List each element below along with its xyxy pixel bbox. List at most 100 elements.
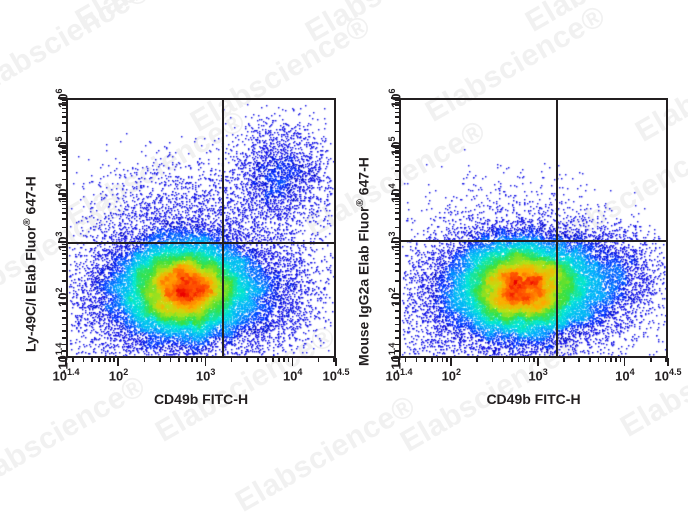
y-axis-minor-tick bbox=[62, 263, 66, 265]
x-axis-minor-tick bbox=[333, 358, 335, 362]
y-axis-tick bbox=[391, 296, 399, 299]
watermark: Elabscience® bbox=[0, 369, 152, 499]
x-axis-minor-tick bbox=[436, 358, 439, 362]
y-axis-tick-label: -101.4 bbox=[54, 342, 71, 374]
y-axis-minor-tick bbox=[62, 350, 66, 353]
y-axis-minor-tick bbox=[395, 263, 399, 265]
y-axis-minor-tick bbox=[395, 116, 399, 118]
y-axis-minor-tick bbox=[395, 203, 399, 206]
x-axis-tick bbox=[537, 358, 539, 366]
y-axis-minor-tick bbox=[395, 200, 399, 203]
quadrant-vertical-line[interactable] bbox=[556, 100, 558, 356]
y-axis-minor-tick bbox=[395, 197, 399, 200]
quadrant-horizontal-line[interactable] bbox=[68, 242, 334, 244]
y-axis-minor-tick bbox=[395, 104, 399, 107]
y-axis-minor-tick bbox=[395, 226, 399, 229]
x-axis-minor-tick bbox=[510, 358, 513, 362]
x-axis-minor-tick bbox=[278, 358, 280, 362]
scatter-plot-left[interactable] bbox=[66, 98, 336, 358]
x-axis-tick-label: 104 bbox=[282, 367, 303, 384]
y-axis-minor-tick bbox=[395, 195, 399, 197]
y-axis-minor-tick bbox=[62, 107, 66, 110]
x-axis-minor-tick bbox=[615, 358, 617, 362]
y-axis-tick bbox=[58, 296, 66, 299]
scatter-plot-right[interactable] bbox=[399, 98, 668, 358]
y-axis-minor-tick bbox=[395, 257, 399, 260]
x-axis-tick bbox=[117, 358, 120, 366]
x-axis-minor-tick bbox=[589, 358, 591, 362]
y-axis-minor-tick bbox=[395, 253, 399, 255]
x-axis-tick-label: 104 bbox=[615, 367, 635, 384]
x-axis-minor-tick bbox=[431, 358, 433, 362]
x-axis-tick bbox=[450, 358, 452, 366]
y-axis-minor-tick bbox=[62, 200, 66, 203]
y-axis-tick bbox=[391, 357, 399, 359]
x-axis-minor-tick bbox=[230, 358, 233, 362]
y-axis-minor-tick bbox=[62, 212, 66, 214]
x-axis-minor-tick bbox=[196, 358, 198, 362]
y-axis-minor-tick bbox=[395, 343, 399, 346]
x-axis-title-right: CD49b FITC-H bbox=[486, 391, 581, 407]
x-axis-minor-tick bbox=[533, 358, 535, 362]
x-axis-tick bbox=[291, 358, 294, 366]
x-axis-minor-tick bbox=[563, 358, 565, 362]
x-axis-minor-tick bbox=[143, 358, 146, 362]
y-axis-tick bbox=[58, 193, 66, 195]
y-axis-minor-tick bbox=[62, 337, 66, 339]
watermark: Elabscience® bbox=[520, 0, 688, 39]
quadrant-vertical-line[interactable] bbox=[222, 100, 224, 356]
x-axis-tick-label: 102 bbox=[108, 367, 129, 384]
y-axis-minor-tick bbox=[62, 249, 66, 252]
x-axis-minor-tick bbox=[71, 358, 74, 362]
x-axis-title-left: CD49b FITC-H bbox=[153, 391, 249, 407]
y-axis-minor-tick bbox=[62, 310, 66, 312]
x-axis-minor-tick bbox=[665, 358, 667, 362]
y-axis-tick bbox=[391, 193, 399, 195]
y-axis-minor-tick bbox=[62, 246, 66, 248]
x-axis-tick-label: 103 bbox=[528, 367, 548, 384]
x-axis-minor-tick bbox=[256, 358, 259, 362]
x-axis-minor-tick bbox=[103, 358, 106, 362]
x-axis-minor-tick bbox=[523, 358, 526, 362]
y-axis-minor-tick bbox=[62, 280, 66, 282]
x-axis-tick bbox=[335, 358, 337, 366]
x-axis-minor-tick bbox=[441, 358, 444, 362]
y-axis-minor-tick bbox=[62, 330, 66, 332]
density-scatter-canvas bbox=[401, 100, 666, 356]
x-axis-minor-tick bbox=[178, 358, 180, 362]
y-axis-minor-tick bbox=[62, 159, 66, 162]
x-axis-minor-tick bbox=[91, 358, 93, 362]
x-axis-minor-tick bbox=[578, 358, 581, 362]
x-axis-minor-tick bbox=[98, 358, 100, 362]
y-axis-minor-tick bbox=[62, 99, 66, 101]
y-axis-minor-tick bbox=[395, 246, 399, 248]
x-axis-tick bbox=[623, 358, 626, 366]
y-axis-tick bbox=[58, 145, 66, 147]
quadrant-horizontal-line[interactable] bbox=[401, 240, 666, 242]
y-axis-tick-label: -101.4 bbox=[387, 342, 404, 374]
y-axis-minor-tick bbox=[395, 99, 399, 101]
x-axis-minor-tick bbox=[619, 358, 622, 362]
y-axis-minor-tick bbox=[62, 122, 66, 124]
y-axis-minor-tick bbox=[395, 122, 399, 124]
y-axis-minor-tick bbox=[62, 195, 66, 197]
y-axis-minor-tick bbox=[395, 152, 399, 155]
watermark: Elabscience® bbox=[70, 0, 262, 37]
y-axis-minor-tick bbox=[395, 101, 399, 104]
x-axis-minor-tick bbox=[82, 358, 85, 362]
y-axis-minor-tick bbox=[395, 218, 399, 220]
y-axis-minor-tick bbox=[62, 147, 66, 150]
y-axis-minor-tick bbox=[395, 164, 399, 166]
x-axis-minor-tick bbox=[424, 358, 426, 362]
y-axis-tick bbox=[391, 97, 399, 99]
y-axis-minor-tick bbox=[395, 155, 399, 158]
x-axis-tick-label: 101.4 bbox=[52, 367, 80, 384]
y-axis-minor-tick bbox=[62, 316, 66, 319]
x-axis-minor-tick bbox=[272, 358, 274, 362]
y-axis-minor-tick bbox=[62, 197, 66, 200]
y-axis-minor-tick bbox=[395, 107, 399, 110]
y-axis-minor-tick bbox=[395, 337, 399, 339]
x-axis-minor-tick bbox=[502, 358, 505, 362]
y-axis-tick bbox=[58, 357, 66, 359]
y-axis-minor-tick bbox=[62, 343, 66, 346]
